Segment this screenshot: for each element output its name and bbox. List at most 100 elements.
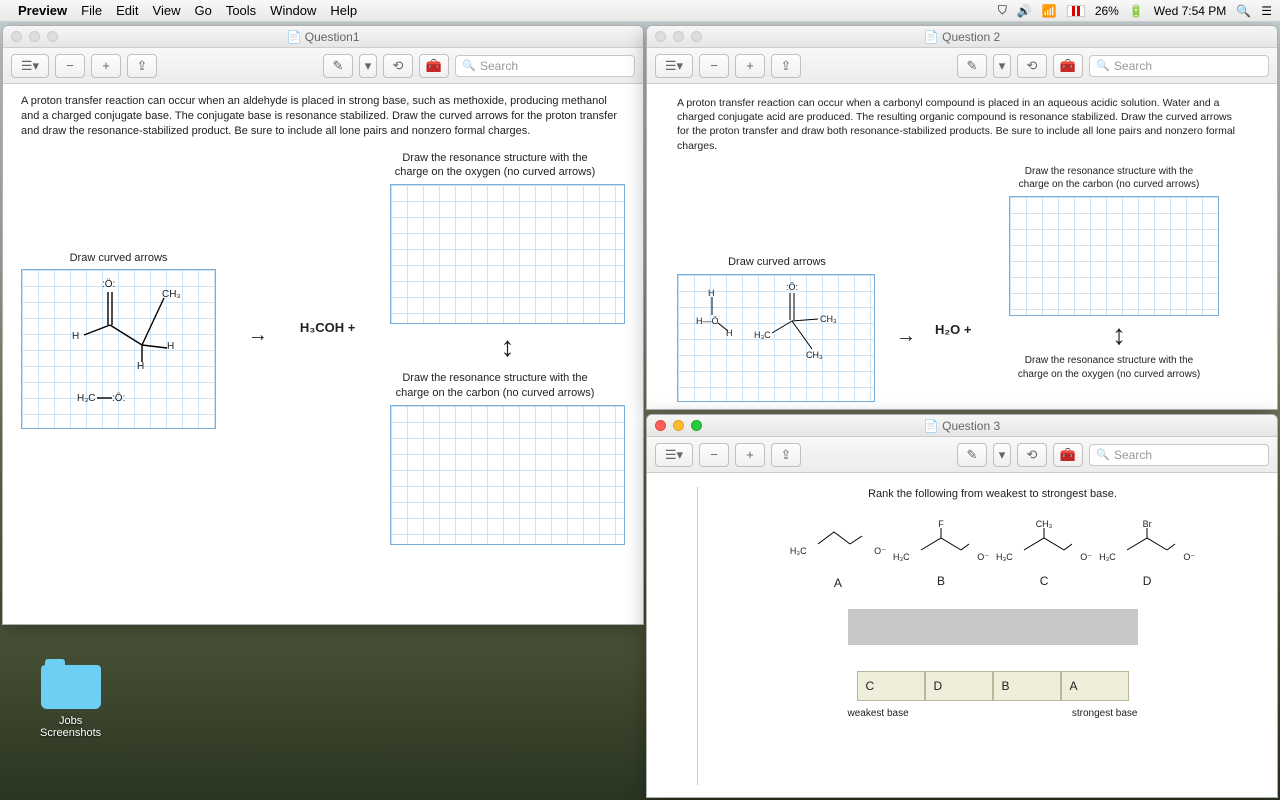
- share-button[interactable]: ⇪: [127, 54, 157, 78]
- search-input[interactable]: Search: [455, 55, 635, 77]
- rank-cell-2[interactable]: D: [925, 671, 993, 701]
- share-button[interactable]: ⇪: [771, 443, 801, 467]
- structure-d: Br H₃CO⁻ D: [1097, 518, 1197, 589]
- question-prompt: Rank the following from weakest to stron…: [748, 487, 1237, 502]
- window-question2: 📄 Question 2 ☰▾ − + ⇪ ✎ ▾ ⟲ 🧰 Search A p…: [646, 25, 1278, 410]
- folder-label-2: Screenshots: [40, 727, 101, 739]
- formula-product: H₂O +: [935, 322, 971, 337]
- search-input[interactable]: Search: [1089, 55, 1269, 77]
- highlight-button[interactable]: ✎: [957, 54, 987, 78]
- notification-center-icon[interactable]: ☰: [1261, 4, 1272, 18]
- folder-icon: [41, 665, 101, 709]
- macos-menubar: Preview File Edit View Go Tools Window H…: [0, 0, 1280, 22]
- highlight-button[interactable]: ✎: [957, 443, 987, 467]
- app-name[interactable]: Preview: [18, 3, 67, 18]
- traffic-lights[interactable]: [655, 31, 702, 42]
- molecule-bonds: [22, 270, 217, 430]
- drawing-grid-1[interactable]: :Ö: CH₃ H H H H₃C :Ö:: [21, 269, 216, 429]
- toolbar: ☰▾ − + ⇪ ✎ ▾ ⟲ 🧰 Search: [3, 48, 643, 84]
- toolbar: ☰▾ − + ⇪ ✎ ▾ ⟲ 🧰 Search: [647, 48, 1277, 84]
- label-res-oxygen: Draw the resonance structure with the ch…: [1009, 354, 1209, 381]
- menu-view[interactable]: View: [153, 3, 181, 18]
- highlight-dropdown[interactable]: ▾: [359, 54, 377, 78]
- highlight-button[interactable]: ✎: [323, 54, 353, 78]
- rotate-button[interactable]: ⟲: [1017, 54, 1047, 78]
- zoom-out-button[interactable]: −: [55, 54, 85, 78]
- label-curved-arrows: Draw curved arrows: [677, 255, 877, 270]
- sidebar-toggle-button[interactable]: ☰▾: [11, 54, 49, 78]
- markup-button[interactable]: 🧰: [1053, 443, 1083, 467]
- menu-help[interactable]: Help: [330, 3, 357, 18]
- document-content: A proton transfer reaction can occur whe…: [3, 84, 643, 625]
- traffic-lights[interactable]: [655, 420, 702, 431]
- structure-b: F H₃CO⁻ B: [891, 518, 991, 589]
- input-flag-icon[interactable]: [1067, 5, 1085, 17]
- titlebar[interactable]: 📄 Question 3: [647, 415, 1277, 437]
- share-button[interactable]: ⇪: [771, 54, 801, 78]
- drawing-grid-2[interactable]: [1009, 196, 1219, 316]
- resonance-arrow-icon: ↕: [1112, 319, 1126, 350]
- titlebar[interactable]: 📄 Question 2: [647, 26, 1277, 48]
- structure-a: H₃CO⁻ A: [788, 518, 888, 591]
- spotlight-icon[interactable]: 🔍: [1236, 4, 1251, 18]
- wifi-icon[interactable]: 📶: [1042, 4, 1057, 18]
- document-content: Rank the following from weakest to stron…: [647, 473, 1277, 798]
- desktop-folder[interactable]: Jobs Screenshots: [40, 665, 101, 739]
- drawing-grid-3[interactable]: [390, 405, 625, 545]
- drawing-grid-1[interactable]: H H—Ö H :Ö: H₃C CH₃ CH₃: [677, 274, 875, 402]
- folder-label-1: Jobs: [40, 715, 101, 727]
- label-strongest: strongest base: [1072, 707, 1138, 721]
- molecule-bonds: [678, 275, 876, 403]
- sidebar-toggle-button[interactable]: ☰▾: [655, 54, 693, 78]
- drop-zone[interactable]: [848, 609, 1138, 645]
- window-title: 📄 Question1: [287, 30, 360, 44]
- clock[interactable]: Wed 7:54 PM: [1154, 4, 1226, 18]
- zoom-in-button[interactable]: +: [735, 443, 765, 467]
- rotate-button[interactable]: ⟲: [383, 54, 413, 78]
- structure-c: CH₃ H₃CO⁻ C: [994, 518, 1094, 589]
- battery-percent: 26%: [1095, 4, 1119, 18]
- rank-cell-4[interactable]: A: [1061, 671, 1129, 701]
- question-text: A proton transfer reaction can occur whe…: [677, 96, 1247, 153]
- shield-icon[interactable]: ⛉: [998, 3, 1007, 18]
- zoom-in-button[interactable]: +: [735, 54, 765, 78]
- window-title: 📄 Question 3: [924, 419, 1000, 433]
- drawing-grid-2[interactable]: [390, 184, 625, 324]
- markup-button[interactable]: 🧰: [1053, 54, 1083, 78]
- menu-go[interactable]: Go: [194, 3, 211, 18]
- reaction-arrow-icon: →: [896, 325, 916, 347]
- document-content: A proton transfer reaction can occur whe…: [647, 84, 1277, 410]
- search-input[interactable]: Search: [1089, 444, 1269, 466]
- rank-cell-1[interactable]: C: [857, 671, 925, 701]
- question-text: A proton transfer reaction can occur whe…: [21, 94, 625, 139]
- window-question1: 📄 Question1 ☰▾ − + ⇪ ✎ ▾ ⟲ 🧰 Search A pr…: [2, 25, 644, 625]
- markup-button[interactable]: 🧰: [419, 54, 449, 78]
- menu-file[interactable]: File: [81, 3, 102, 18]
- menu-window[interactable]: Window: [270, 3, 316, 18]
- label-res-carbon: Draw the resonance structure with the ch…: [390, 371, 600, 401]
- label-weakest: weakest base: [848, 707, 909, 721]
- label-res-carbon: Draw the resonance structure with the ch…: [1009, 165, 1209, 192]
- window-question3: 📄 Question 3 ☰▾ − + ⇪ ✎ ▾ ⟲ 🧰 Search Ran…: [646, 414, 1278, 798]
- highlight-dropdown[interactable]: ▾: [993, 54, 1011, 78]
- volume-icon[interactable]: 🔊: [1017, 4, 1032, 18]
- highlight-dropdown[interactable]: ▾: [993, 443, 1011, 467]
- battery-icon[interactable]: 🔋: [1129, 4, 1144, 18]
- resonance-arrow-icon: ↕: [501, 331, 515, 362]
- menu-tools[interactable]: Tools: [226, 3, 256, 18]
- window-title: 📄 Question 2: [924, 30, 1000, 44]
- label-curved-arrows: Draw curved arrows: [21, 251, 216, 266]
- zoom-out-button[interactable]: −: [699, 54, 729, 78]
- titlebar[interactable]: 📄 Question1: [3, 26, 643, 48]
- toolbar: ☰▾ − + ⇪ ✎ ▾ ⟲ 🧰 Search: [647, 437, 1277, 473]
- rank-cell-3[interactable]: B: [993, 671, 1061, 701]
- zoom-in-button[interactable]: +: [91, 54, 121, 78]
- menu-edit[interactable]: Edit: [116, 3, 138, 18]
- traffic-lights[interactable]: [11, 31, 58, 42]
- formula-product: H₃COH +: [300, 320, 356, 335]
- sidebar-toggle-button[interactable]: ☰▾: [655, 443, 693, 467]
- label-res-oxygen: Draw the resonance structure with the ch…: [390, 151, 600, 181]
- zoom-out-button[interactable]: −: [699, 443, 729, 467]
- reaction-arrow-icon: →: [248, 324, 268, 346]
- rotate-button[interactable]: ⟲: [1017, 443, 1047, 467]
